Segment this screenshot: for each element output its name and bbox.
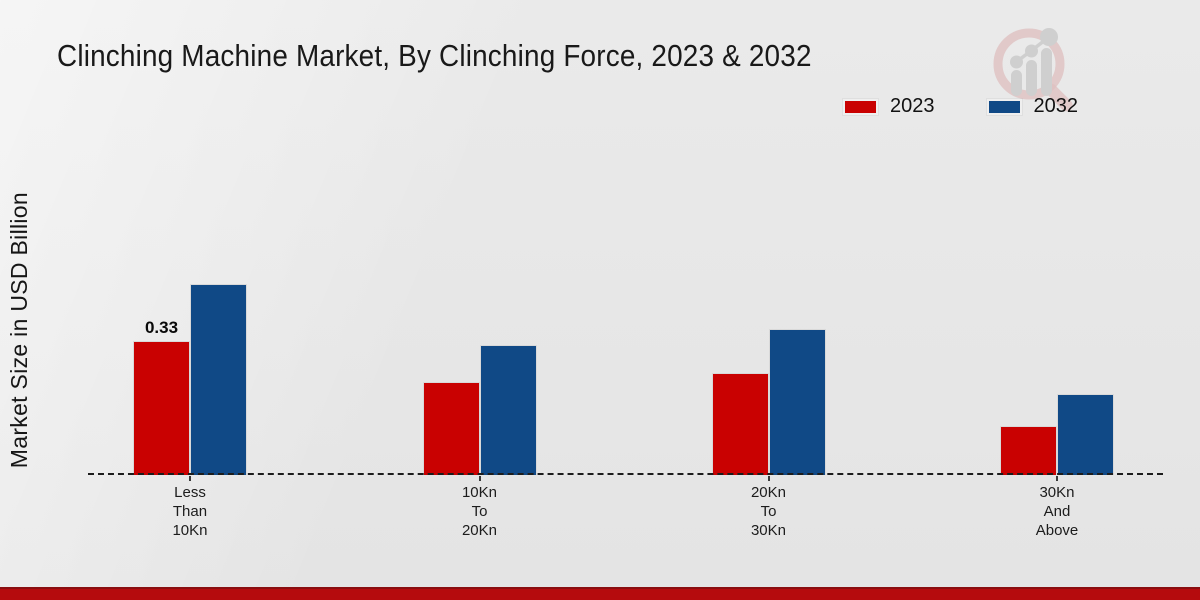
legend-item-2023: 2023 <box>843 95 935 118</box>
market-research-logo-icon <box>993 28 1073 112</box>
bar-2023-1 <box>133 341 190 475</box>
legend-item-2032: 2032 <box>986 95 1079 118</box>
bar-value-label: 0.33 <box>144 318 179 337</box>
legend-label-2023: 2023 <box>890 95 935 117</box>
x-axis-tick <box>478 476 481 481</box>
legend-label-2032: 2032 <box>1033 95 1079 117</box>
bar-2023-2 <box>422 382 480 475</box>
x-axis-tick <box>767 476 770 481</box>
x-axis-tick <box>1056 476 1058 481</box>
bar-2032-1 <box>190 284 247 475</box>
x-axis-baseline <box>88 473 1163 475</box>
category-label-1: Less Than 10Kn <box>172 484 208 539</box>
footer-accent-bar <box>0 587 1200 600</box>
chart-title: Clinching Machine Market, By Clinching F… <box>57 38 812 73</box>
bar-2032-2 <box>479 345 537 475</box>
category-label-2: 10Kn To 20Kn <box>461 484 498 539</box>
bar-2023-4 <box>1000 426 1057 475</box>
category-label-4: 30Kn And Above <box>1035 484 1079 539</box>
category-label-3: 20Kn To 30Kn <box>750 484 787 539</box>
legend-swatch-2032 <box>986 98 1022 115</box>
bar-2032-3 <box>768 329 826 475</box>
legend: 2023 2032 <box>843 95 1078 118</box>
bar-2032-4 <box>1057 394 1114 475</box>
bar-growth-icon <box>1010 28 1058 96</box>
x-axis-tick <box>189 476 191 481</box>
legend-swatch-2023 <box>843 98 878 115</box>
bar-2023-3 <box>711 373 769 475</box>
